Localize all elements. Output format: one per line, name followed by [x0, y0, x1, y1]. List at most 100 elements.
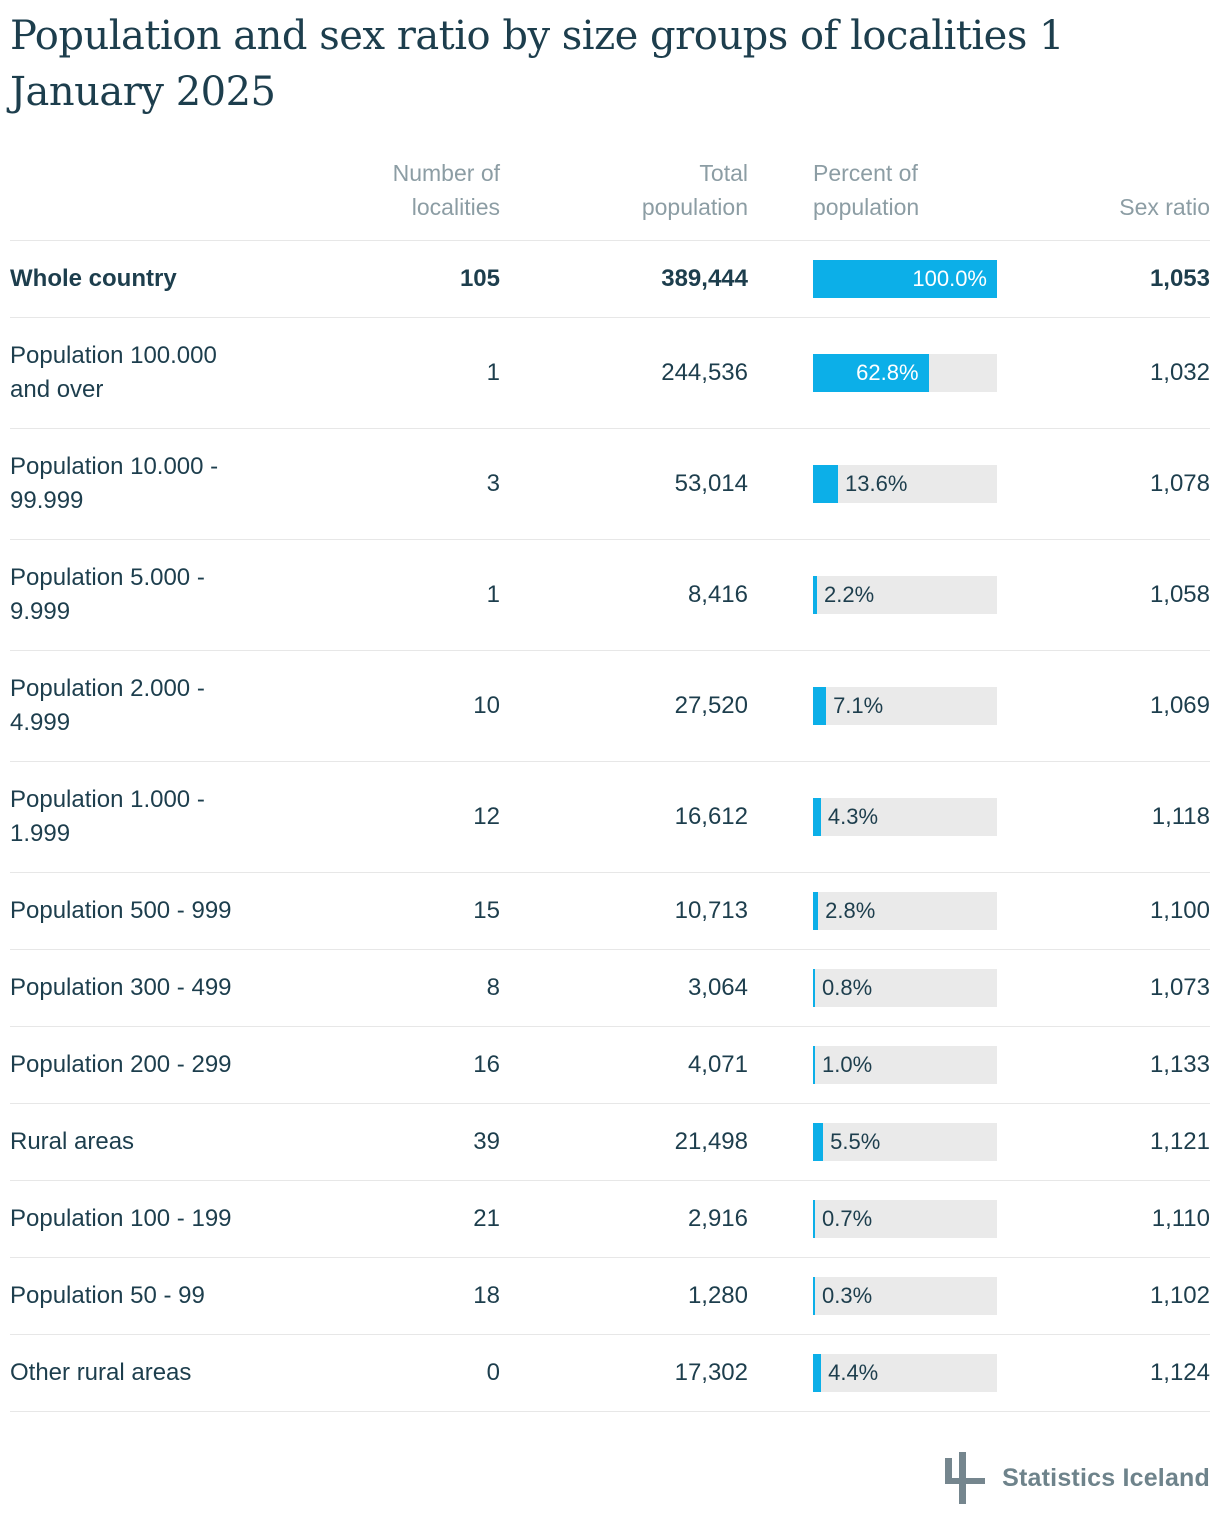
sex-ratio-value: 1,100 [1149, 897, 1210, 924]
brand-name: Statistics Iceland [1002, 1463, 1210, 1492]
population-value: 2,916 [687, 1205, 748, 1232]
localities-value: 10 [473, 692, 500, 719]
percent-value-label: 4.3% [827, 804, 879, 829]
row-label: Population 2.000 - 4.999 [10, 675, 205, 736]
sex-ratio-value: 1,124 [1149, 1359, 1210, 1386]
localities-value: 16 [473, 1051, 500, 1078]
percent-cell: 0.7% [748, 1200, 997, 1238]
table-row: Population 100.000 and over 1 244,536 62… [10, 318, 1210, 429]
percent-value-label: 62.8% [856, 360, 919, 385]
percent-bar-track: 5.5% [813, 1123, 997, 1161]
percent-bar-fill [813, 687, 827, 725]
percent-bar-track: 7.1% [813, 687, 997, 725]
percent-bar-fill [813, 969, 815, 1007]
localities-value: 18 [473, 1282, 500, 1309]
sex-ratio-value: 1,053 [1149, 265, 1210, 292]
localities-value: 15 [473, 897, 500, 924]
percent-bar-track: 1.0% [813, 1046, 997, 1084]
logo-bar-left [945, 1458, 953, 1478]
percent-bar-track: 2.8% [813, 892, 997, 930]
table-body: Whole country 105 389,444 100.0% 1,053 P… [10, 241, 1210, 1412]
table-row: Whole country 105 389,444 100.0% 1,053 [10, 241, 1210, 318]
percent-cell: 2.8% [748, 892, 997, 930]
row-label: Population 1.000 - 1.999 [10, 786, 205, 847]
table-row: Population 50 - 99 18 1,280 0.3% 1,102 [10, 1258, 1210, 1335]
row-label: Whole country [10, 265, 177, 292]
row-label: Rural areas [10, 1128, 135, 1155]
percent-bar-fill [813, 798, 821, 836]
localities-value: 1 [486, 359, 500, 386]
percent-bar-fill [813, 576, 818, 614]
percent-value-label: 0.7% [822, 1206, 873, 1231]
row-label: Population 100.000 and over [10, 342, 217, 403]
row-label: Population 5.000 - 9.999 [10, 564, 205, 625]
row-label: Population 50 - 99 [10, 1282, 205, 1309]
footer: Statistics Iceland [10, 1452, 1210, 1504]
localities-value: 1 [486, 581, 500, 608]
column-header-localities: Number of localities [392, 160, 500, 220]
sex-ratio-value: 1,110 [1151, 1205, 1210, 1232]
sex-ratio-value: 1,032 [1149, 359, 1210, 386]
percent-value-label: 100.0% [912, 266, 987, 291]
percent-value-label: 2.8% [825, 898, 876, 923]
percent-cell: 62.8% [748, 354, 997, 392]
percent-bar-fill [813, 1354, 822, 1392]
page-title: Population and sex ratio by size groups … [10, 13, 1065, 115]
percent-bar-fill: 62.8% [813, 354, 929, 392]
population-value: 27,520 [674, 692, 748, 719]
percent-bar-fill [813, 465, 839, 503]
localities-value: 21 [473, 1205, 500, 1232]
localities-value: 105 [459, 265, 500, 292]
population-value: 17,302 [674, 1359, 748, 1386]
percent-bar-track: 4.4% [813, 1354, 997, 1392]
percent-bar-fill [813, 1123, 824, 1161]
population-value: 8,416 [687, 581, 748, 608]
percent-cell: 4.4% [748, 1354, 997, 1392]
population-value: 10,713 [674, 897, 748, 924]
localities-value: 3 [486, 470, 500, 497]
percent-bar-fill [813, 1277, 815, 1315]
percent-bar-fill [813, 1046, 815, 1084]
table-row: Other rural areas 0 17,302 4.4% 1,124 [10, 1335, 1210, 1412]
column-header-sex-ratio: Sex ratio [1119, 194, 1210, 220]
localities-value: 39 [473, 1128, 500, 1155]
percent-value-label: 7.1% [833, 693, 884, 718]
population-value: 53,014 [674, 470, 748, 497]
row-label: Population 500 - 999 [10, 897, 232, 924]
percent-cell: 5.5% [748, 1123, 997, 1161]
population-value: 3,064 [687, 974, 748, 1001]
percent-bar-track: 0.8% [813, 969, 997, 1007]
localities-value: 0 [486, 1359, 500, 1386]
percent-value-label: 13.6% [845, 471, 908, 496]
logo-bar-horizontal [945, 1478, 986, 1484]
percent-bar-track: 4.3% [813, 798, 997, 836]
percent-value-label: 0.8% [822, 975, 873, 1000]
table-header-row: Number of localities Total population Pe… [10, 156, 1210, 241]
row-label: Other rural areas [10, 1359, 192, 1386]
sex-ratio-value: 1,058 [1149, 581, 1210, 608]
percent-bar-track: 100.0% [813, 260, 997, 298]
report-page: Population and sex ratio by size groups … [0, 8, 1220, 1532]
percent-bar-fill [813, 1200, 815, 1238]
localities-value: 12 [473, 803, 500, 830]
table-row: Population 5.000 - 9.999 1 8,416 2.2% 1,… [10, 540, 1210, 651]
percent-cell: 100.0% [748, 260, 997, 298]
table-row: Rural areas 39 21,498 5.5% 1,121 [10, 1104, 1210, 1181]
row-label: Population 200 - 299 [10, 1051, 232, 1078]
population-value: 1,280 [687, 1282, 748, 1309]
percent-value-label: 0.3% [822, 1283, 873, 1308]
percent-bar-track: 13.6% [813, 465, 997, 503]
percent-value-label: 1.0% [822, 1052, 873, 1077]
percent-cell: 2.2% [748, 576, 997, 614]
percent-cell: 13.6% [748, 465, 997, 503]
population-value: 16,612 [674, 803, 748, 830]
percent-bar-track: 2.2% [813, 576, 997, 614]
sex-ratio-value: 1,078 [1149, 470, 1210, 497]
table-row: Population 100 - 199 21 2,916 0.7% 1,110 [10, 1181, 1210, 1258]
row-label: Population 100 - 199 [10, 1205, 232, 1232]
percent-cell: 0.3% [748, 1277, 997, 1315]
table-row: Population 2.000 - 4.999 10 27,520 7.1% … [10, 651, 1210, 762]
statistics-iceland-logo-icon [945, 1452, 986, 1504]
population-value: 4,071 [687, 1051, 748, 1078]
percent-value-label: 2.2% [824, 582, 875, 607]
